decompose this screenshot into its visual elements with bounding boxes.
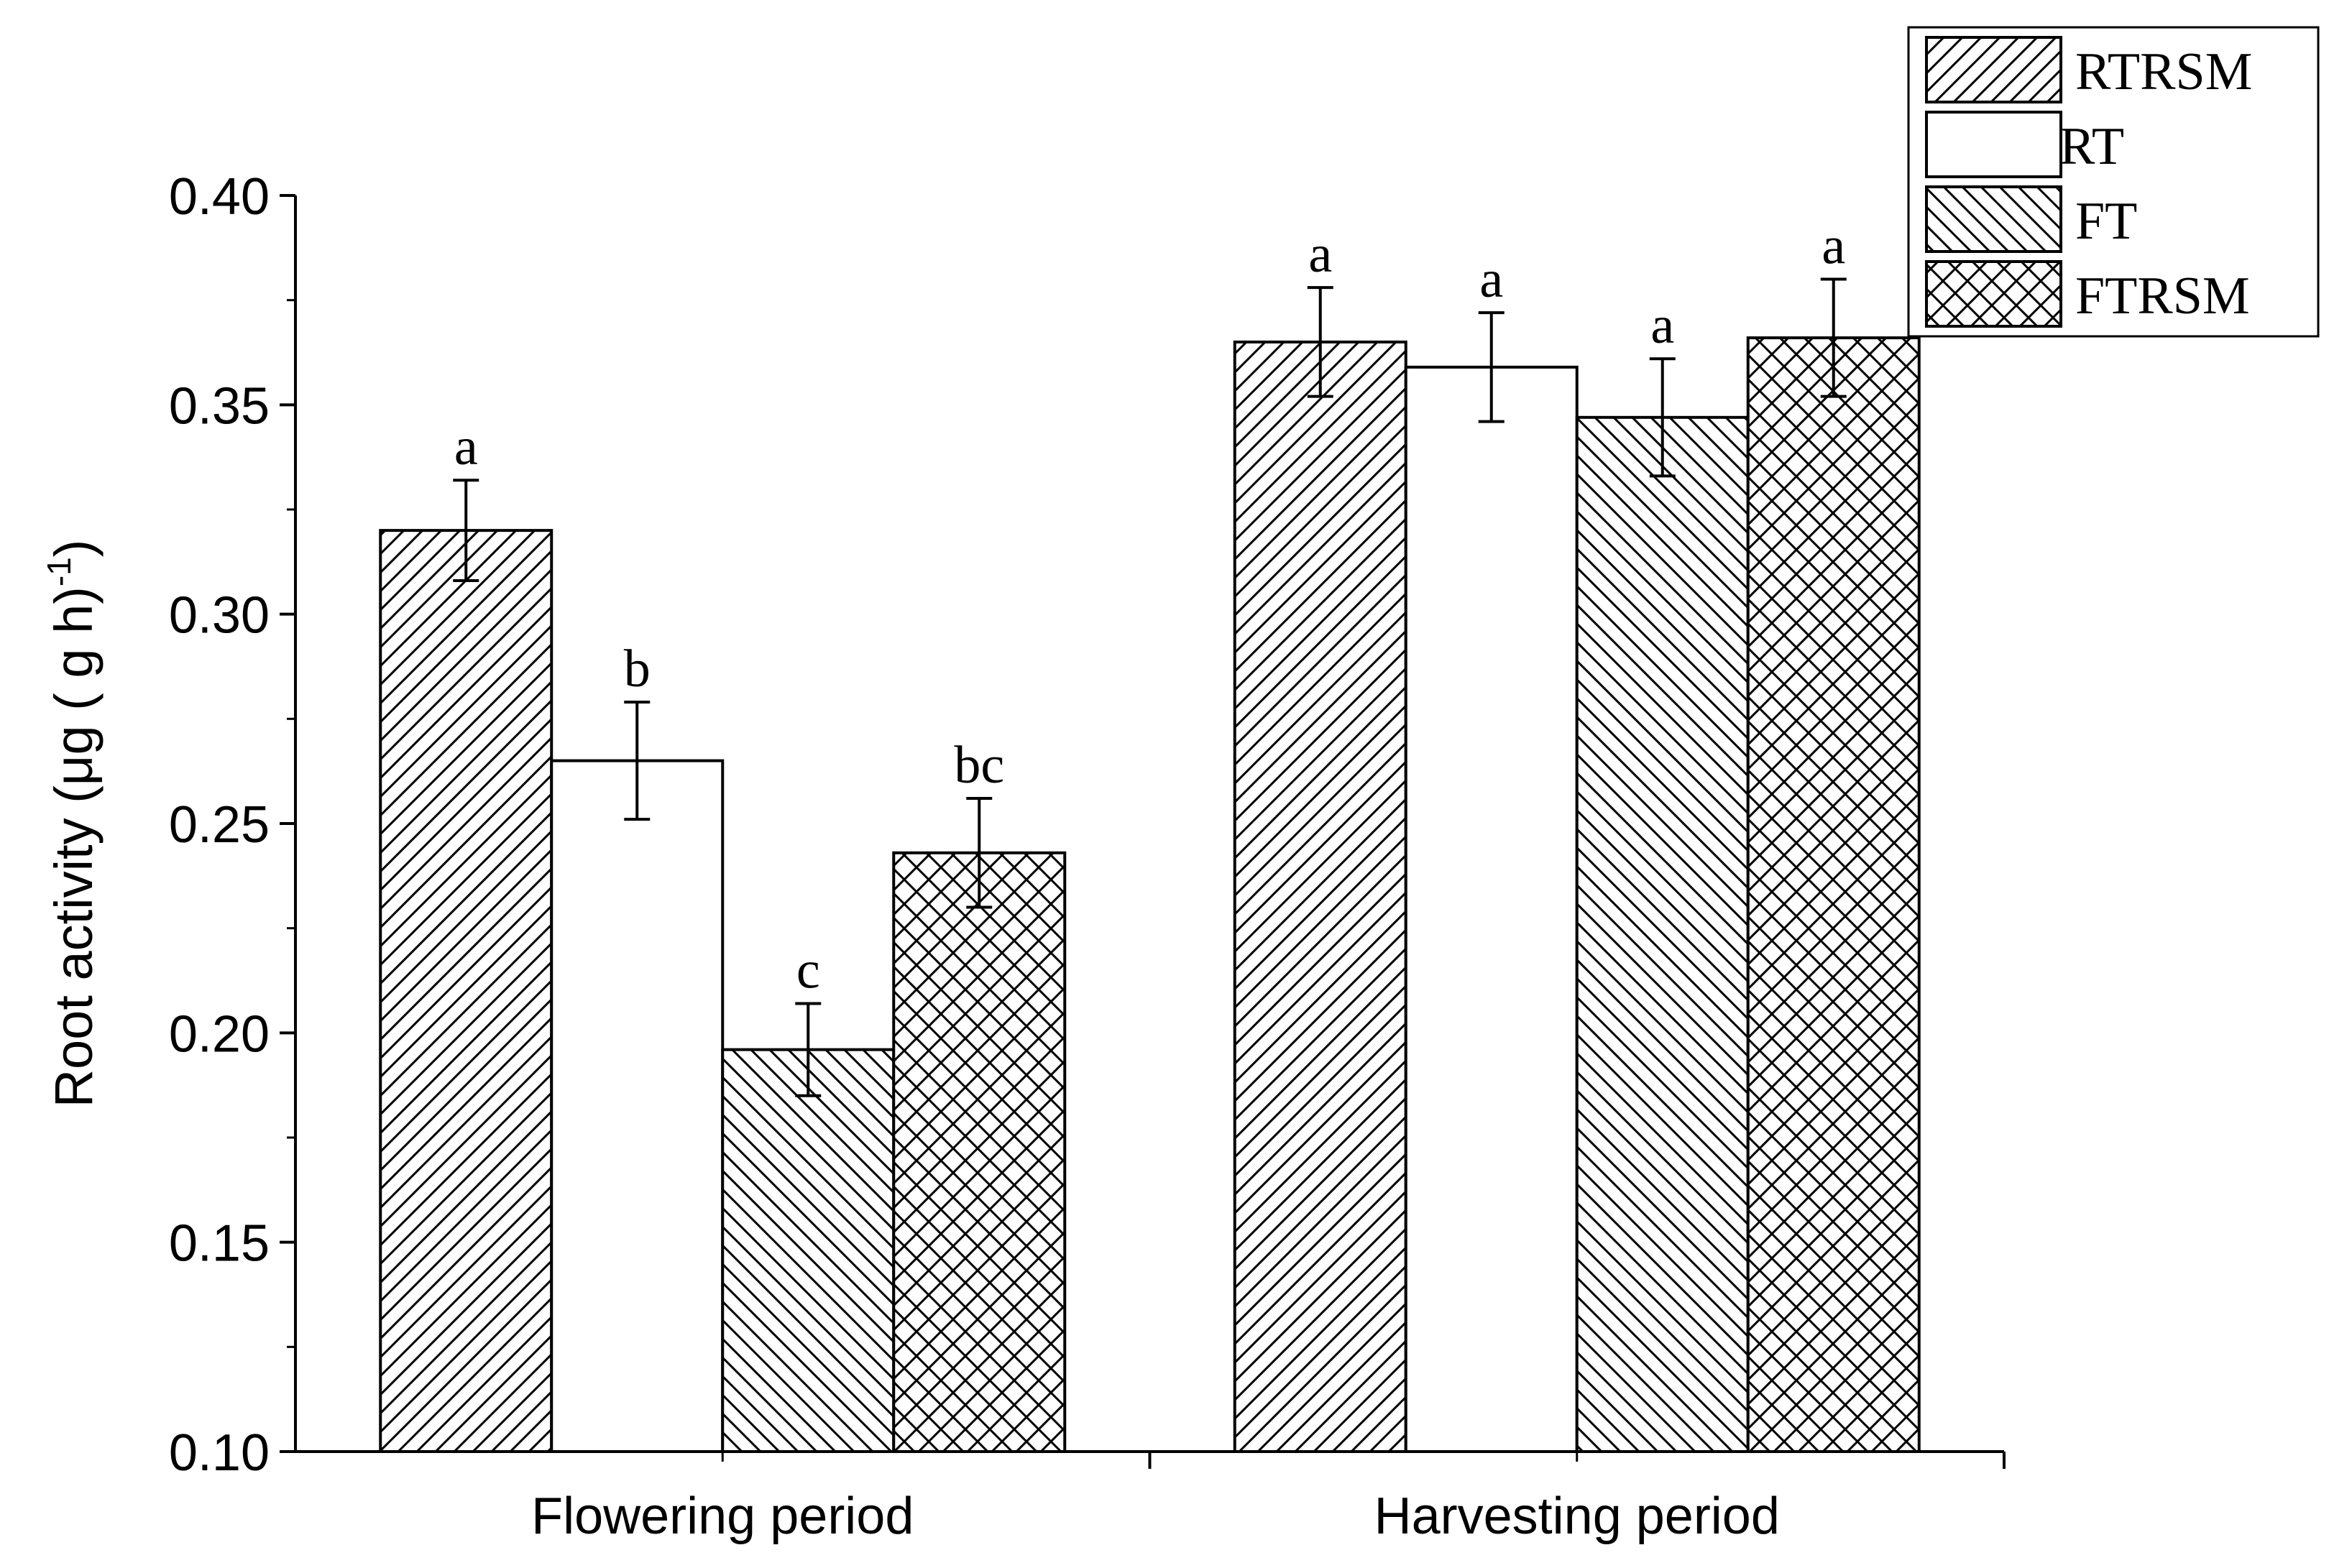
legend: RTRSM RT FT FTRSM <box>1907 26 2320 338</box>
significance-letter: a <box>1822 217 1845 276</box>
y-tick-label: 0.35 <box>169 377 270 435</box>
bar-rtrsm-flowering <box>379 529 553 1454</box>
x-tick-label: Harvesting period <box>1374 1488 1780 1545</box>
significance-letter: b <box>624 640 651 698</box>
legend-swatch-rtrsm <box>1925 36 2062 103</box>
significance-letter: c <box>796 941 820 1000</box>
legend-label-rtrsm: RTRSM <box>2075 42 2252 101</box>
significance-letter: a <box>1650 296 1674 355</box>
y-tick-label: 0.10 <box>169 1424 270 1482</box>
y-tick-label: 0.30 <box>169 587 270 645</box>
bar-rtrsm-harvesting <box>1233 340 1407 1453</box>
bar-ft-harvesting <box>1575 415 1750 1453</box>
significance-letter: bc <box>954 736 1004 795</box>
significance-letter: a <box>1479 250 1503 309</box>
bar-ft-flowering <box>721 1048 896 1453</box>
bar-ftrsm-flowering <box>892 851 1067 1453</box>
y-tick-label: 0.40 <box>169 168 270 226</box>
significance-letter: a <box>454 418 478 476</box>
legend-swatch-ftrsm <box>1925 260 2062 328</box>
legend-label-ft: FT <box>2075 192 2137 251</box>
x-tick-label: Flowering period <box>531 1488 914 1545</box>
y-axis-label: Root activity (μg ( g h)-1) <box>40 540 104 1108</box>
bar-ftrsm-harvesting <box>1746 336 1921 1453</box>
y-tick-label: 0.20 <box>169 1005 270 1063</box>
bar-rt-flowering <box>550 759 725 1453</box>
y-tick-label: 0.25 <box>169 796 270 854</box>
significance-letter: a <box>1308 225 1332 284</box>
legend-label-ftrsm: FTRSM <box>2075 267 2250 326</box>
y-tick-label: 0.15 <box>169 1215 270 1273</box>
legend-label-rt: RT <box>2059 117 2124 176</box>
legend-swatch-rt <box>1925 111 2062 178</box>
bar-rt-harvesting <box>1404 365 1579 1454</box>
legend-swatch-ft <box>1925 185 2062 253</box>
